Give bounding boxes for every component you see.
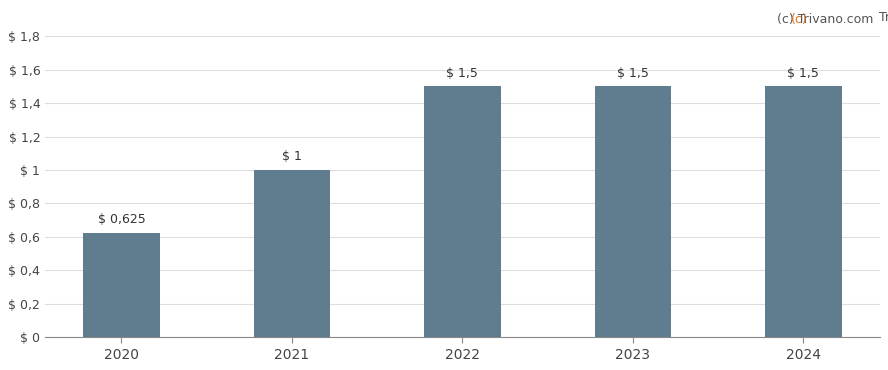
Text: $ 1,5: $ 1,5 xyxy=(617,67,649,80)
Bar xyxy=(765,86,842,337)
Text: (c) Trivano.com: (c) Trivano.com xyxy=(777,13,874,26)
Bar xyxy=(83,233,160,337)
Text: $ 1: $ 1 xyxy=(282,150,302,163)
Bar xyxy=(595,86,671,337)
Text: $ 1,5: $ 1,5 xyxy=(788,67,820,80)
Text: (c): (c) xyxy=(790,13,807,26)
Bar xyxy=(254,170,330,337)
Text: Trivano.com: Trivano.com xyxy=(875,11,888,24)
Bar xyxy=(424,86,501,337)
Text: $ 1,5: $ 1,5 xyxy=(447,67,479,80)
Text: $ 0,625: $ 0,625 xyxy=(98,213,146,226)
